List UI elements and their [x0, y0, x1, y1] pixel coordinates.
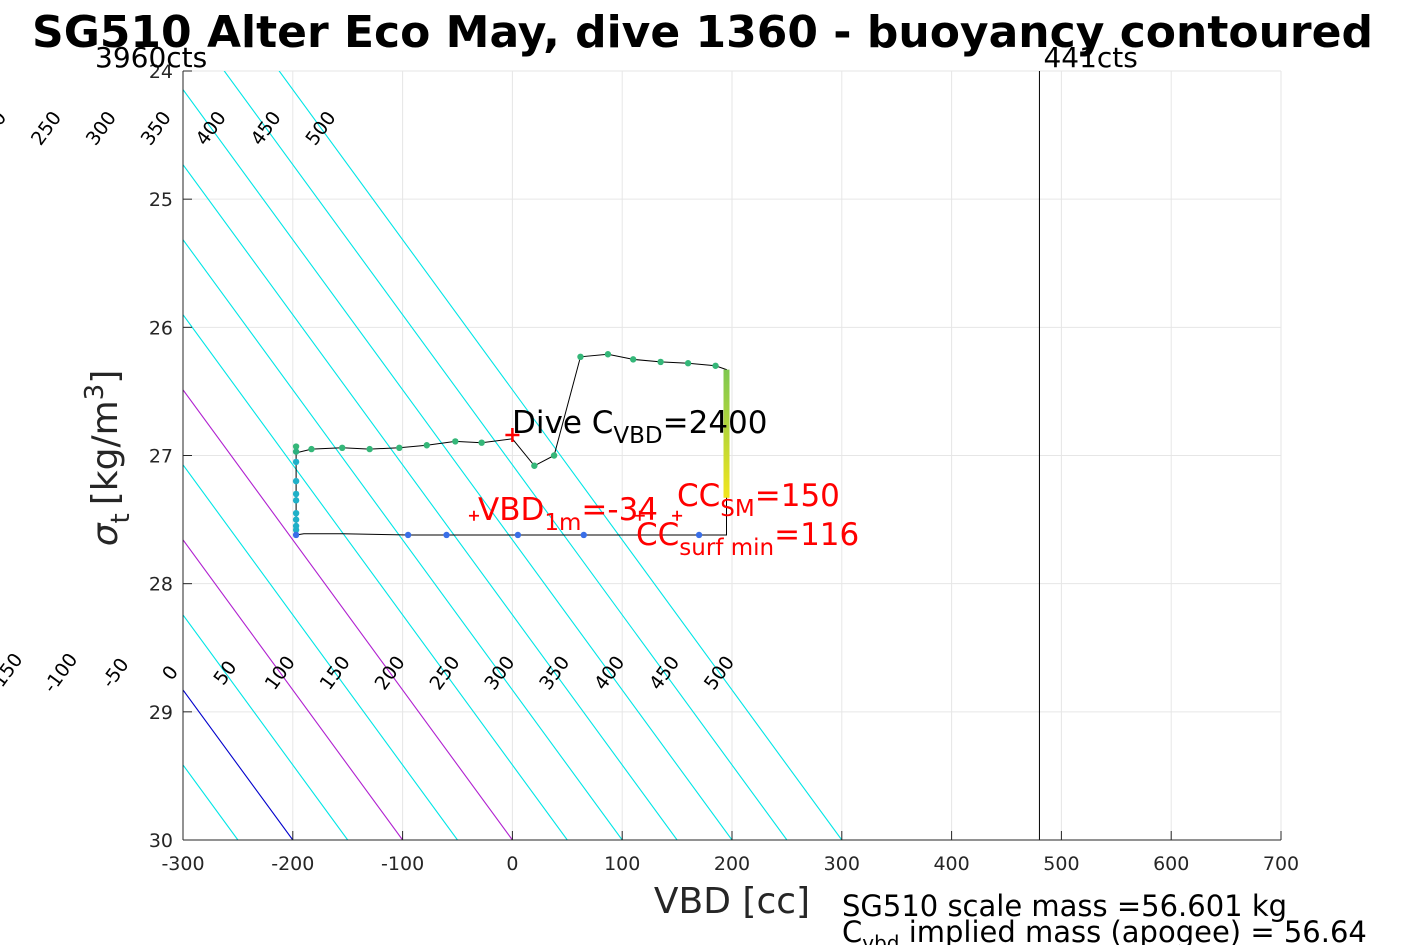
dive-point: [478, 439, 485, 446]
contour-line: [183, 463, 458, 840]
x-tick-label: 200: [714, 853, 750, 875]
contour-lines: [183, 71, 843, 840]
dive-point: [695, 531, 703, 539]
dive-point: [292, 477, 300, 485]
tick-labels: -300 -200 -100 0 100 200 300 400 500 600 700242526…: [149, 61, 1299, 875]
dive-point: [604, 351, 612, 358]
plus-marker: [505, 427, 520, 442]
contour-label: 0: [158, 662, 183, 685]
contour-label: -150: [0, 649, 27, 697]
plus-marker: [672, 510, 683, 521]
contour-label: 200: [0, 107, 11, 149]
chart-title: SG510 Alter Eco May, dive 1360 - buoyanc…: [32, 7, 1373, 58]
implied-mass-note: Cvbd implied mass (apogee) = 56.64: [842, 915, 1367, 945]
x-tick-label: 300: [824, 853, 860, 875]
contour-line: [278, 71, 843, 840]
contour-line: [183, 613, 349, 840]
x-tick-label: 600: [1153, 853, 1189, 875]
vbd-1m-annotation: VBD1m=-34: [478, 492, 658, 536]
x-tick-label: 500: [1043, 853, 1079, 875]
dive-point: [550, 452, 558, 459]
x-tick-label: -100: [381, 853, 424, 875]
dive-point: [577, 353, 584, 361]
contour-label: -100: [39, 649, 82, 697]
dive-point: [292, 516, 300, 523]
dive-point: [339, 444, 346, 452]
y-tick-label: 29: [149, 702, 173, 724]
dive-point: [629, 356, 637, 363]
dive-point: [514, 531, 522, 539]
y-tick-label: 26: [149, 317, 173, 339]
dive-point: [452, 438, 459, 445]
x-tick-label: 400: [933, 853, 969, 875]
plus-marker: [634, 510, 645, 521]
dive-point: [366, 445, 373, 453]
dive-point: [396, 444, 403, 452]
contour-label: 250: [27, 107, 66, 149]
dive-point: [292, 497, 300, 504]
contour-line: [183, 88, 733, 840]
x-tick-label: 100: [604, 853, 640, 875]
dive-point: [292, 526, 300, 534]
dive-point: [292, 448, 300, 455]
dive-cvbd-annotation: Dive CVBD=2400: [512, 405, 768, 449]
dive-point: [292, 458, 300, 466]
y-tick-label: 24: [149, 61, 173, 83]
left-counts-label: 3960cts: [95, 41, 207, 74]
scale-mass-note: SG510 scale mass =56.601 kg: [842, 889, 1287, 923]
contour-label: 300: [82, 107, 121, 149]
x-axis-label: VBD [cc]: [654, 881, 810, 922]
dive-point: [712, 362, 719, 369]
grid-lines: [182, 70, 1282, 841]
surface-bar: [723, 369, 730, 498]
dive-point: [443, 531, 450, 539]
y-tick-label: 27: [149, 446, 173, 468]
contour-line: [183, 538, 404, 840]
dive-point: [580, 531, 587, 539]
x-tick-label: 700: [1263, 853, 1299, 875]
dive-point: [292, 509, 300, 517]
x-tick-label: -200: [271, 853, 314, 875]
y-axis-label: σt[kg/m3]: [80, 370, 136, 547]
contour-line: [223, 71, 788, 840]
dive-point: [423, 442, 430, 449]
dive-point: [531, 462, 538, 469]
x-tick-label: 0: [506, 853, 518, 875]
dive-point: [684, 360, 692, 367]
dive-trace: [292, 351, 730, 539]
x-tick-label: -300: [161, 853, 204, 875]
dive-point: [404, 531, 412, 539]
contour-line: [183, 313, 568, 840]
contour-line: [183, 163, 678, 840]
contour-label: 350: [137, 107, 176, 149]
contour-line: [183, 238, 623, 840]
right-counts-label: 441cts: [1043, 41, 1137, 74]
y-tick-label: 30: [149, 830, 173, 852]
contour-label: -50: [98, 654, 134, 692]
dive-point: [308, 445, 315, 453]
y-tick-label: 25: [149, 189, 173, 211]
dive-point: [292, 443, 300, 450]
cc-surf-min-annotation: CCsurf min=116: [636, 517, 859, 561]
axes: [182, 70, 1282, 841]
dive-point: [657, 358, 664, 366]
dive-point: [292, 531, 300, 539]
plus-marker: [468, 510, 479, 521]
red-markers: [468, 427, 683, 521]
cc-sm-annotation: CCSM=150: [677, 478, 840, 522]
contour-line: [183, 388, 513, 840]
y-tick-label: 28: [149, 574, 173, 596]
dive-point: [292, 490, 300, 498]
